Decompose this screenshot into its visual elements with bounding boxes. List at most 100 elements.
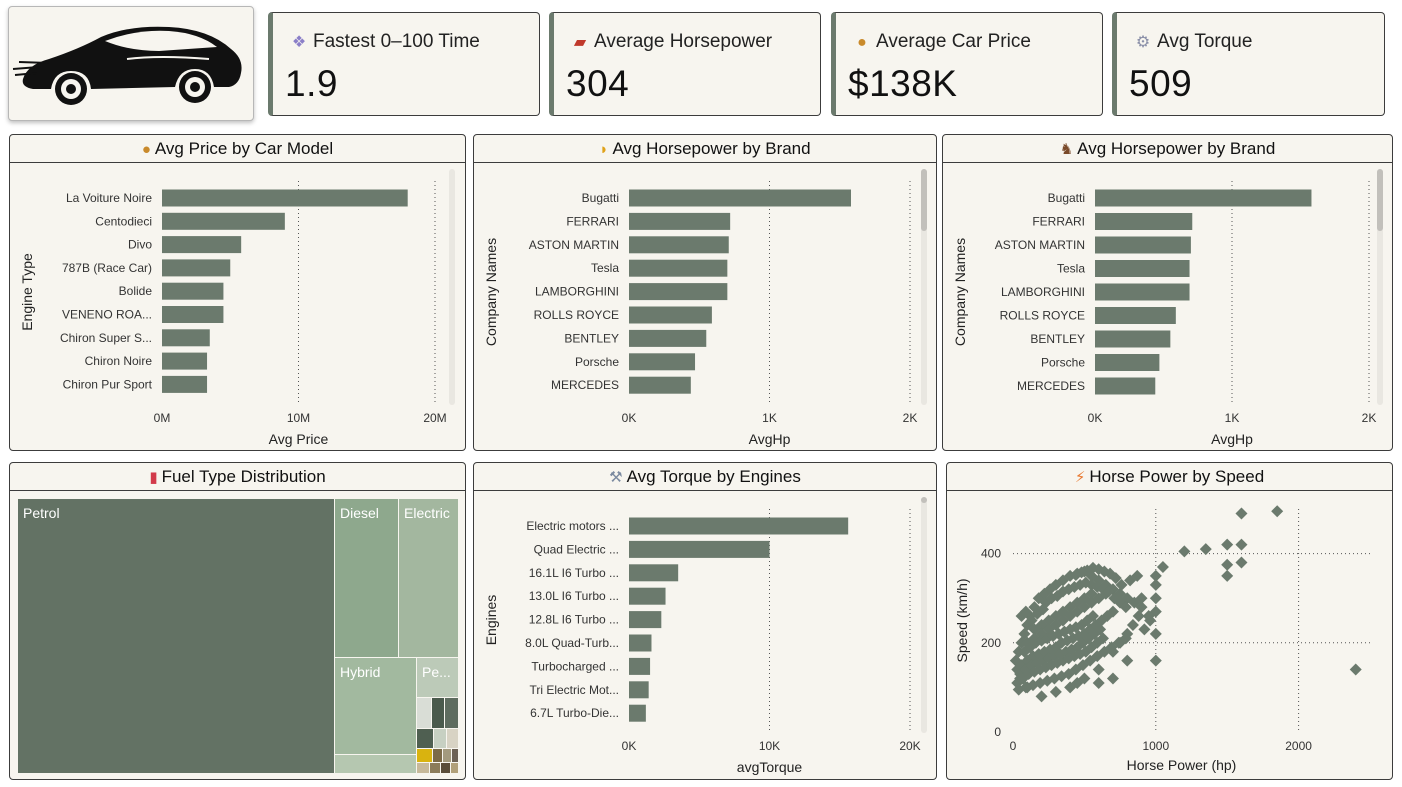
bar: [1095, 189, 1312, 207]
bar: [629, 283, 728, 301]
x-tick-label: 20M: [423, 411, 446, 425]
category-label: Tesla: [1057, 262, 1085, 276]
scatter-point: [1049, 685, 1062, 698]
category-label: 13.0L I6 Turbo ...: [529, 589, 619, 603]
logo-card: [8, 6, 254, 121]
scatter-point: [1149, 569, 1162, 582]
scatter-point: [1061, 634, 1074, 647]
treemap-cell-electric[interactable]: Electric: [399, 499, 458, 657]
treemap-cell-pe[interactable]: Pe...: [417, 658, 458, 697]
scatter-point: [1055, 636, 1068, 649]
category-label: MERCEDES: [551, 378, 619, 392]
category-label: ROLLS ROYCE: [534, 308, 619, 322]
scrollbar-track: [921, 497, 927, 733]
bar: [629, 681, 649, 699]
x-tick-label: 0K: [622, 739, 637, 753]
scatter-point: [1085, 587, 1098, 600]
kpi-value: 509: [1129, 63, 1193, 104]
x-axis-title: Horse Power (hp): [1127, 757, 1237, 773]
treemap-cell-minor: [441, 763, 450, 773]
scatter-point: [1119, 601, 1132, 614]
scatter-point: [1044, 583, 1057, 596]
bar: [629, 353, 696, 371]
category-label: FERRARI: [1032, 215, 1085, 229]
scatter-point: [1115, 578, 1128, 591]
scatter-point: [1029, 636, 1042, 649]
panel-avg-horsepower-1: ◗ Avg Horsepower by Brand 0K 1K 2K Bugatti FE…: [473, 134, 937, 451]
scatter-point: [1235, 507, 1248, 520]
treemap-cell-hybrid[interactable]: Hybrid: [335, 658, 416, 754]
x-tick-label: 1K: [1225, 411, 1240, 425]
scatter-point: [1144, 614, 1157, 627]
y-axis-title: Company Names: [952, 238, 968, 346]
chart-avg-torque: 0K 10K 20K Electric motors ... Quad Electric…: [483, 497, 927, 775]
panel-title: Avg Torque by Engines: [626, 467, 801, 486]
scatter-point: [1069, 569, 1082, 582]
scatter-point: [1086, 610, 1099, 623]
scatter-point: [1035, 627, 1048, 640]
x-tick-label: 0M: [154, 411, 171, 425]
category-label: Tri Electric Mot...: [529, 683, 619, 697]
category-label: Tesla: [591, 261, 619, 275]
scatter-point: [1018, 627, 1031, 640]
category-label: BENTLEY: [1030, 332, 1085, 346]
bar: [1095, 236, 1191, 254]
x-tick-label: 2K: [1362, 411, 1377, 425]
category-label: ASTON MARTIN: [529, 238, 619, 252]
x-tick-label: 10K: [759, 739, 780, 753]
scatter-point: [1092, 676, 1105, 689]
kpi-card-horsepower: ▰ Average Horsepower 304: [549, 12, 821, 116]
treemap-cell-minor: [417, 763, 429, 773]
y-tick-label: 200: [981, 636, 1001, 650]
kpi-value: 1.9: [285, 63, 338, 104]
scatter-point: [1069, 621, 1082, 634]
scatter-point: [1221, 569, 1234, 582]
bar: [629, 212, 731, 230]
bar: [1095, 307, 1176, 324]
scatter-point: [1019, 605, 1032, 618]
scatter-point: [1045, 592, 1058, 605]
kpi-title: Fastest 0–100 Time: [313, 31, 480, 52]
category-label: 6.7L Turbo-Die...: [530, 706, 619, 720]
x-tick-label: 20K: [899, 739, 920, 753]
bar: [629, 189, 851, 207]
scatter-point: [1012, 683, 1025, 696]
treemap-cell-minor: [434, 729, 446, 748]
fuel-pump-icon: ▮: [149, 469, 158, 486]
scatter-point: [1149, 605, 1162, 618]
x-axis-title: AvgHp: [749, 431, 791, 447]
category-label: Bugatti: [582, 191, 619, 205]
scatter-point: [1068, 581, 1081, 594]
scatter-point: [1079, 645, 1092, 658]
treemap-cell-minor: [451, 763, 458, 773]
x-axis-title: Avg Price: [269, 431, 329, 447]
bar: [629, 259, 728, 277]
scatter-point: [1235, 556, 1248, 569]
scatter-point: [1156, 560, 1169, 573]
bar: [1095, 354, 1160, 371]
category-label: 12.8L I6 Turbo ...: [529, 613, 619, 627]
bar: [629, 564, 679, 582]
scatter-point: [1078, 627, 1091, 640]
x-tick-label: 0: [1010, 739, 1017, 753]
category-label: LAMBORGHINI: [1001, 285, 1085, 299]
panel-avg-horsepower-2: ♞ Avg Horsepower by Brand 0K 1K 2K Bugatti FE…: [942, 134, 1393, 451]
category-label: Bugatti: [1048, 191, 1085, 205]
scatter-point: [1036, 603, 1049, 616]
treemap-cell-minor: [443, 749, 451, 762]
treemap-cell-petrol[interactable]: Petrol: [18, 499, 334, 773]
bar: [162, 329, 210, 347]
money-bag-icon: ●: [141, 141, 151, 158]
treemap-cell-other-small[interactable]: [335, 755, 416, 773]
scrollbar-track: [449, 169, 455, 405]
money-bag-icon: ●: [857, 34, 867, 51]
scatter-point: [1076, 636, 1089, 649]
treemap-cell-diesel[interactable]: Diesel: [335, 499, 398, 657]
scatter-point: [1019, 681, 1032, 694]
scrollbar-thumb: [1377, 169, 1383, 231]
scatter-point: [1045, 659, 1058, 672]
category-label: Chiron Pur Sport: [63, 377, 153, 391]
scatter-point: [1015, 610, 1028, 623]
category-label: ROLLS ROYCE: [1000, 309, 1085, 323]
panel-title: Horse Power by Speed: [1089, 467, 1265, 486]
